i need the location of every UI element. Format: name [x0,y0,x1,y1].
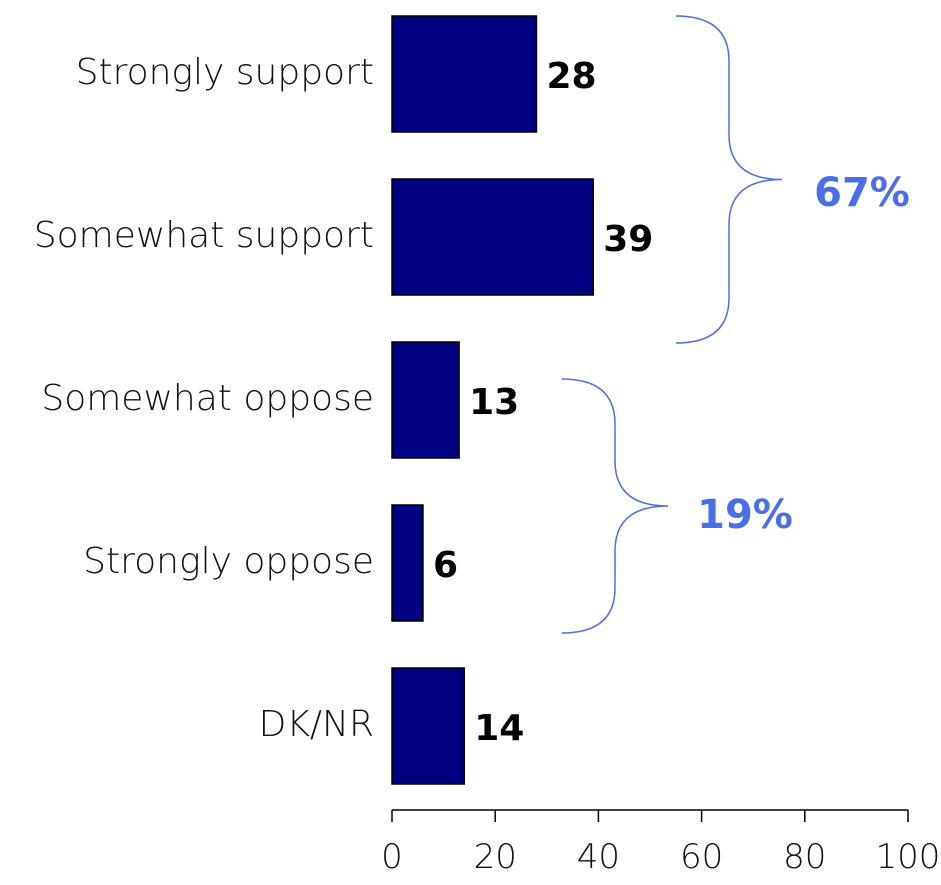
group-total-label: 19% [697,492,793,538]
bar [391,178,594,296]
bar [391,15,538,133]
category-label: Somewhat support [34,215,374,256]
x-tick-label: 20 [474,837,517,877]
x-tick-label: 40 [577,837,620,877]
category-label: Strongly oppose [83,541,374,582]
x-tick-label: 100 [876,837,941,877]
value-label: 13 [469,382,519,423]
bar [391,667,465,785]
value-label: 14 [474,708,524,749]
category-label: Strongly support [76,52,374,93]
group-brace [561,378,669,634]
category-label: Somewhat oppose [41,378,374,419]
bars [391,15,594,785]
group-brace [675,15,783,344]
x-tick-label: 80 [783,837,826,877]
bar [391,341,460,459]
category-label: DK/NR [259,704,374,745]
category-labels: Strongly support Somewhat support Somewhat… [34,52,374,745]
value-label: 39 [603,219,653,260]
x-tick-label: 60 [680,837,723,877]
value-label: 28 [546,56,596,97]
bar [391,504,424,622]
x-tick-label: 0 [381,837,403,877]
value-label: 6 [433,545,458,586]
x-axis: 0 20 40 60 80 100 [381,809,941,877]
value-labels: 28 39 13 6 14 [433,56,653,749]
group-total-label: 67% [814,170,910,216]
group-braces: 67% 19% [561,15,910,634]
